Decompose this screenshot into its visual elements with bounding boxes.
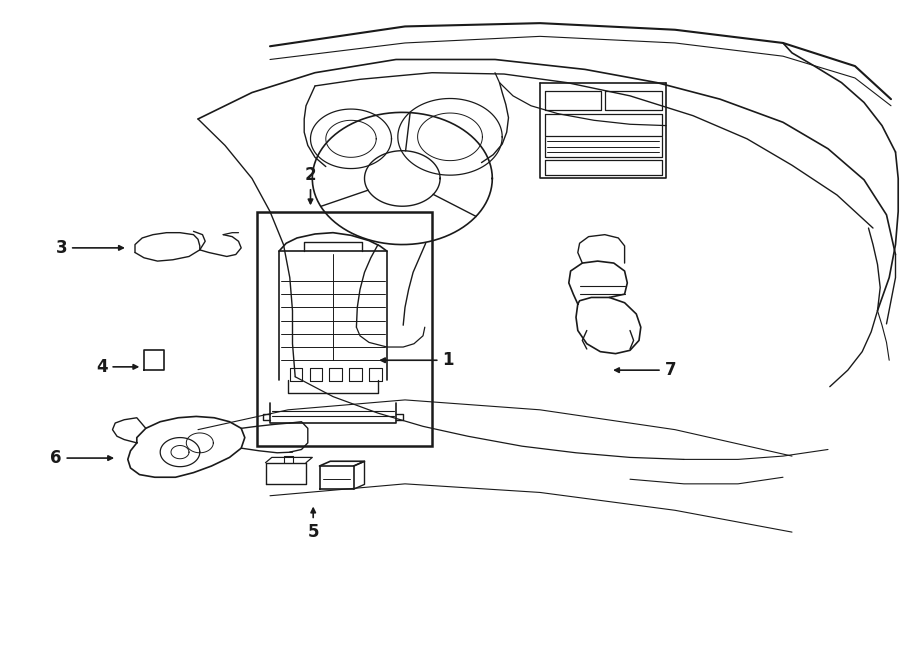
Text: 4: 4 <box>96 358 138 376</box>
Text: 3: 3 <box>56 239 123 257</box>
Text: 7: 7 <box>615 361 676 379</box>
Bar <box>256 212 432 446</box>
Text: 1: 1 <box>381 351 454 369</box>
Text: 5: 5 <box>308 508 319 541</box>
Text: 6: 6 <box>50 449 112 467</box>
Text: 2: 2 <box>305 166 316 204</box>
